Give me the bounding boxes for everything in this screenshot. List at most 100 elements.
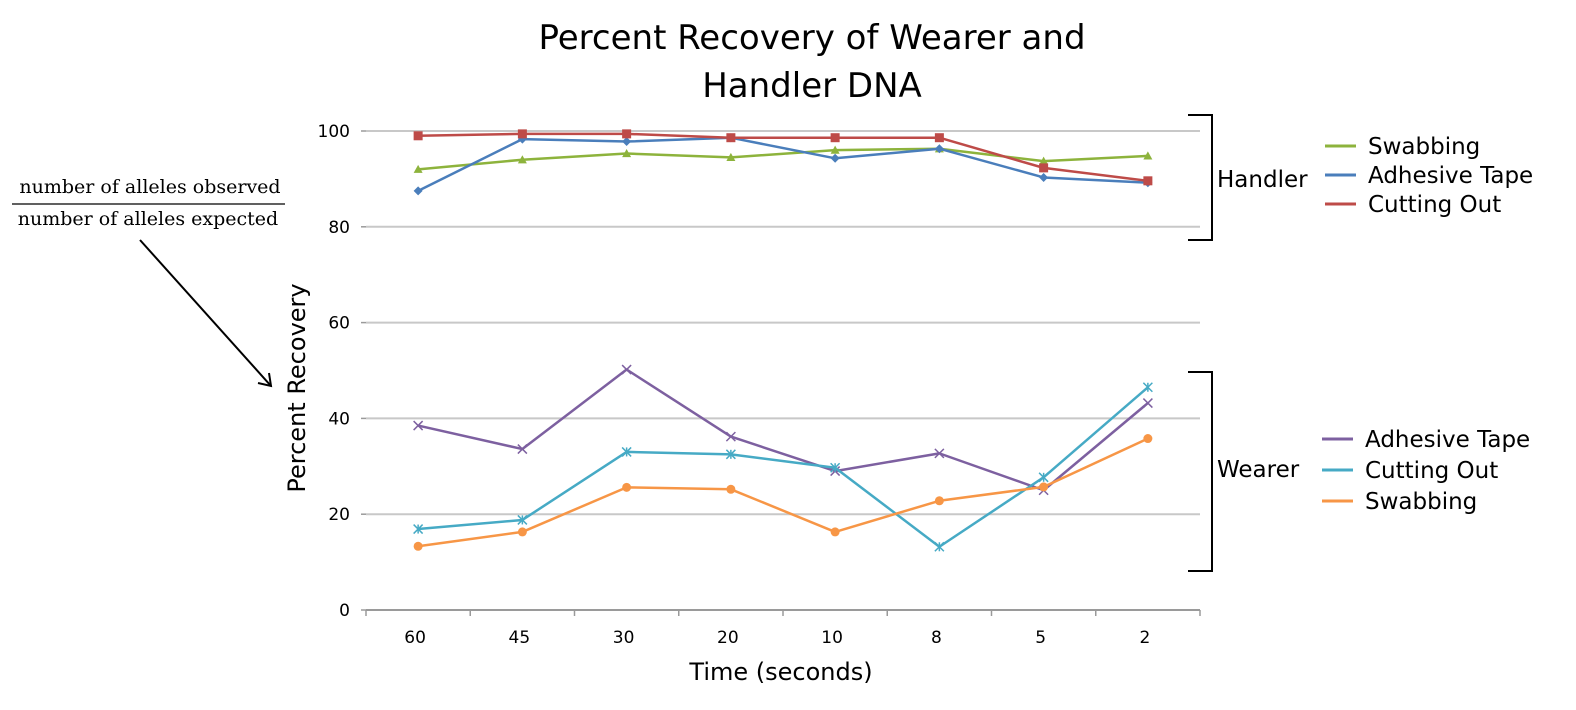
x-tick-label-60: 60 (404, 628, 426, 648)
data-point (830, 133, 840, 143)
wearer-bracket (1188, 371, 1213, 572)
x-tick-label-5: 5 (1035, 628, 1046, 648)
legend-item-wearer-swabbing: Swabbing (1322, 489, 1477, 515)
x-tick-label-30: 30 (613, 628, 635, 648)
grid: 0 20 40 60 80 100 (318, 122, 1200, 621)
data-point-stroke (413, 420, 424, 431)
data-point-stroke (517, 444, 528, 455)
x-tick-label-20: 20 (717, 628, 739, 648)
handler-group-label: Handler (1217, 167, 1308, 193)
y-tick-label-60: 60 (328, 314, 350, 334)
x-tick-label-2: 2 (1139, 628, 1150, 648)
legend-item-handler-cutting-out: Cutting Out (1325, 192, 1501, 218)
data-point (1039, 156, 1049, 165)
data-point (1143, 151, 1153, 160)
data-point (517, 129, 527, 139)
data-point (934, 496, 944, 506)
annotation-denominator: number of alleles expected (18, 208, 278, 230)
data-point (830, 145, 840, 154)
data-point-stroke (621, 364, 632, 375)
y-tick-label-20: 20 (328, 505, 350, 525)
chart-title-line-1: Percent Recovery of Wearer and (538, 18, 1085, 58)
data-point (621, 364, 632, 375)
x-tick-label-45: 45 (509, 628, 531, 648)
data-point (725, 449, 736, 460)
data-point (413, 186, 423, 196)
legend-item-handler-swabbing: Swabbing (1325, 134, 1480, 160)
data-point (517, 514, 528, 525)
data-point (622, 149, 632, 158)
wearer-group-label: Wearer (1217, 457, 1300, 483)
series-wearer-swabbing (413, 434, 1153, 551)
x-tick-label-10: 10 (821, 628, 843, 648)
legend: Swabbing Adhesive Tape Cutting Out Adhesive… (1322, 134, 1533, 515)
data-point (830, 153, 840, 163)
data-point (1039, 172, 1049, 182)
data-point (726, 133, 736, 143)
data-point (1142, 382, 1153, 393)
data-point (413, 131, 423, 141)
series-handler-swabbing (413, 144, 1153, 173)
data-point (726, 484, 736, 494)
series-line (418, 147, 1148, 171)
data-point (830, 462, 841, 473)
legend-label: Swabbing (1368, 134, 1480, 160)
data-point (622, 482, 632, 492)
series-line (417, 136, 1148, 192)
legend-item-wearer-adhesive-tape: Adhesive Tape (1322, 427, 1530, 453)
legend-item-wearer-cutting-out: Cutting Out (1322, 458, 1498, 484)
y-tick-label-0: 0 (339, 601, 350, 621)
data-point (1038, 472, 1049, 483)
data-point (413, 420, 424, 431)
series-line (417, 368, 1149, 492)
data-point (413, 541, 423, 551)
x-tick-label-8: 8 (931, 628, 942, 648)
data-point (934, 448, 945, 459)
data-point (622, 137, 632, 147)
plot-area (413, 129, 1153, 552)
data-point (1039, 163, 1049, 173)
chart-title-line-2: Handler DNA (702, 66, 922, 106)
legend-label: Adhesive Tape (1365, 427, 1530, 453)
x-axis-title: Time (seconds) (688, 658, 872, 686)
y-tick-label-80: 80 (328, 218, 350, 238)
annotation-numerator: number of alleles observed (19, 176, 280, 198)
data-point (934, 133, 944, 143)
data-point (1142, 398, 1153, 409)
series-handler-cutting-out (413, 129, 1153, 186)
legend-label: Adhesive Tape (1368, 163, 1533, 189)
handler-bracket (1188, 114, 1213, 241)
series-line (418, 386, 1149, 549)
data-point (725, 431, 736, 442)
data-point-stroke (725, 431, 736, 442)
data-point-stroke (934, 448, 945, 459)
data-point (934, 144, 944, 154)
data-point (413, 164, 423, 173)
series-line (417, 437, 1149, 548)
data-point (1143, 176, 1153, 186)
legend-item-handler-adhesive-tape: Adhesive Tape (1325, 163, 1533, 189)
data-point (622, 129, 632, 139)
y-axis-title: Percent Recovery (283, 283, 311, 492)
data-point (726, 152, 736, 161)
x-axis: 60 45 30 20 10 8 5 2 (365, 609, 1201, 648)
data-point (413, 524, 424, 535)
data-point (934, 541, 945, 552)
data-point (830, 527, 840, 537)
series-wearer-cutting-out (413, 382, 1153, 552)
data-point (1039, 482, 1049, 492)
data-point (621, 446, 632, 457)
legend-label: Cutting Out (1368, 192, 1501, 218)
legend-label: Swabbing (1365, 489, 1477, 515)
y-tick-label-40: 40 (328, 409, 350, 429)
series-line (418, 132, 1149, 183)
data-point (517, 527, 527, 537)
data-point-stroke (1142, 398, 1153, 409)
legend-label: Cutting Out (1365, 458, 1498, 484)
data-point (517, 444, 528, 455)
y-tick-label-100: 100 (318, 122, 350, 142)
data-point (1143, 434, 1153, 444)
annotation-arrow (139, 239, 273, 388)
data-point (517, 155, 527, 164)
